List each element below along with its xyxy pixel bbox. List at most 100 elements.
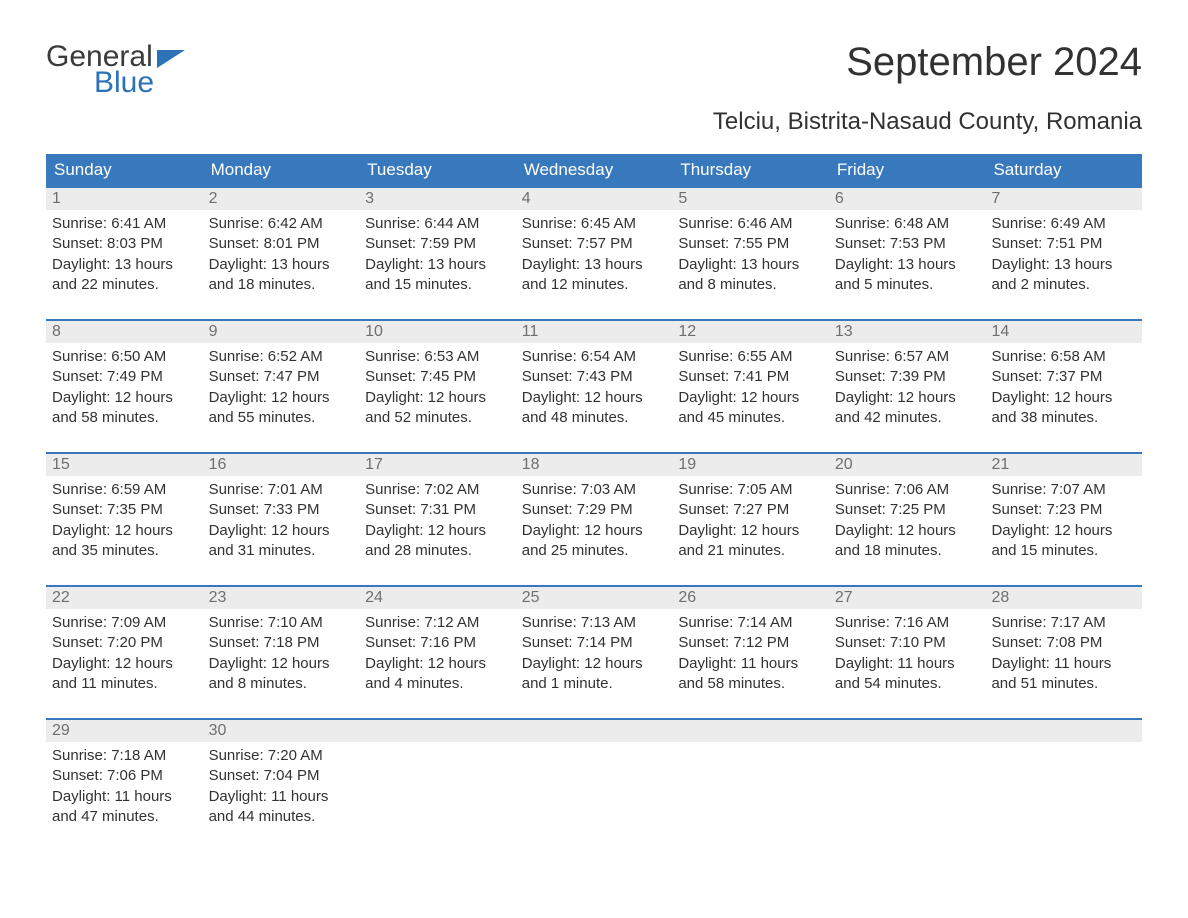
day-number: 20 [829, 454, 986, 476]
calendar-day: 18Sunrise: 7:03 AMSunset: 7:29 PMDayligh… [516, 454, 673, 567]
day-sunrise: Sunrise: 6:50 AM [52, 347, 197, 367]
day-sunset: Sunset: 7:23 PM [991, 500, 1136, 520]
day-dl2: and 15 minutes. [991, 541, 1136, 561]
day-sunset: Sunset: 7:57 PM [522, 234, 667, 254]
day-sunrise: Sunrise: 6:59 AM [52, 480, 197, 500]
day-sunset: Sunset: 7:49 PM [52, 367, 197, 387]
day-details: Sunrise: 6:58 AMSunset: 7:37 PMDaylight:… [985, 343, 1142, 434]
day-sunset: Sunset: 7:27 PM [678, 500, 823, 520]
day-sunset: Sunset: 7:31 PM [365, 500, 510, 520]
day-sunrise: Sunrise: 6:49 AM [991, 214, 1136, 234]
day-details: Sunrise: 7:13 AMSunset: 7:14 PMDaylight:… [516, 609, 673, 700]
day-number [359, 720, 516, 742]
day-number: 21 [985, 454, 1142, 476]
day-sunset: Sunset: 7:29 PM [522, 500, 667, 520]
day-sunrise: Sunrise: 7:17 AM [991, 613, 1136, 633]
day-dl2: and 5 minutes. [835, 275, 980, 295]
day-number [516, 720, 673, 742]
day-sunset: Sunset: 7:51 PM [991, 234, 1136, 254]
day-dl2: and 52 minutes. [365, 408, 510, 428]
day-dl2: and 18 minutes. [209, 275, 354, 295]
day-details: Sunrise: 7:18 AMSunset: 7:06 PMDaylight:… [46, 742, 203, 833]
calendar-day: 14Sunrise: 6:58 AMSunset: 7:37 PMDayligh… [985, 321, 1142, 434]
day-number: 30 [203, 720, 360, 742]
calendar-day: 13Sunrise: 6:57 AMSunset: 7:39 PMDayligh… [829, 321, 986, 434]
day-dl2: and 55 minutes. [209, 408, 354, 428]
day-sunrise: Sunrise: 7:12 AM [365, 613, 510, 633]
day-number: 22 [46, 587, 203, 609]
day-number: 5 [672, 188, 829, 210]
day-sunrise: Sunrise: 6:48 AM [835, 214, 980, 234]
day-dl1: Daylight: 12 hours [522, 654, 667, 674]
calendar-day: 8Sunrise: 6:50 AMSunset: 7:49 PMDaylight… [46, 321, 203, 434]
day-sunrise: Sunrise: 6:57 AM [835, 347, 980, 367]
day-number: 16 [203, 454, 360, 476]
day-dl1: Daylight: 12 hours [991, 521, 1136, 541]
day-dl2: and 21 minutes. [678, 541, 823, 561]
day-details: Sunrise: 7:20 AMSunset: 7:04 PMDaylight:… [203, 742, 360, 833]
day-dl2: and 58 minutes. [52, 408, 197, 428]
day-dl1: Daylight: 12 hours [52, 654, 197, 674]
day-sunrise: Sunrise: 7:14 AM [678, 613, 823, 633]
day-dl2: and 44 minutes. [209, 807, 354, 827]
calendar: Sunday Monday Tuesday Wednesday Thursday… [46, 154, 1142, 833]
day-sunrise: Sunrise: 6:41 AM [52, 214, 197, 234]
day-number: 14 [985, 321, 1142, 343]
day-sunset: Sunset: 7:59 PM [365, 234, 510, 254]
day-dl2: and 2 minutes. [991, 275, 1136, 295]
day-details: Sunrise: 7:02 AMSunset: 7:31 PMDaylight:… [359, 476, 516, 567]
day-sunrise: Sunrise: 7:07 AM [991, 480, 1136, 500]
day-number [672, 720, 829, 742]
day-sunset: Sunset: 7:20 PM [52, 633, 197, 653]
day-details: Sunrise: 7:05 AMSunset: 7:27 PMDaylight:… [672, 476, 829, 567]
day-details: Sunrise: 7:06 AMSunset: 7:25 PMDaylight:… [829, 476, 986, 567]
calendar-day: 5Sunrise: 6:46 AMSunset: 7:55 PMDaylight… [672, 188, 829, 301]
day-sunset: Sunset: 7:35 PM [52, 500, 197, 520]
calendar-day: 17Sunrise: 7:02 AMSunset: 7:31 PMDayligh… [359, 454, 516, 567]
day-sunset: Sunset: 7:12 PM [678, 633, 823, 653]
day-details: Sunrise: 6:54 AMSunset: 7:43 PMDaylight:… [516, 343, 673, 434]
day-dl2: and 47 minutes. [52, 807, 197, 827]
day-dl1: Daylight: 13 hours [52, 255, 197, 275]
day-number: 13 [829, 321, 986, 343]
calendar-day: 24Sunrise: 7:12 AMSunset: 7:16 PMDayligh… [359, 587, 516, 700]
day-number: 1 [46, 188, 203, 210]
day-details: Sunrise: 6:41 AMSunset: 8:03 PMDaylight:… [46, 210, 203, 301]
day-number [985, 720, 1142, 742]
col-tuesday: Tuesday [359, 154, 516, 186]
day-dl2: and 1 minute. [522, 674, 667, 694]
calendar-day [516, 720, 673, 833]
day-number: 10 [359, 321, 516, 343]
day-dl1: Daylight: 12 hours [365, 521, 510, 541]
day-number: 19 [672, 454, 829, 476]
day-details: Sunrise: 6:52 AMSunset: 7:47 PMDaylight:… [203, 343, 360, 434]
calendar-day: 11Sunrise: 6:54 AMSunset: 7:43 PMDayligh… [516, 321, 673, 434]
day-dl1: Daylight: 12 hours [522, 388, 667, 408]
day-details: Sunrise: 6:53 AMSunset: 7:45 PMDaylight:… [359, 343, 516, 434]
day-dl2: and 54 minutes. [835, 674, 980, 694]
day-details: Sunrise: 7:03 AMSunset: 7:29 PMDaylight:… [516, 476, 673, 567]
day-dl1: Daylight: 11 hours [52, 787, 197, 807]
calendar-day: 6Sunrise: 6:48 AMSunset: 7:53 PMDaylight… [829, 188, 986, 301]
day-number [829, 720, 986, 742]
calendar-day: 21 Sunrise: 7:07 AMSunset: 7:23 PMDayligh… [985, 454, 1142, 567]
day-details: Sunrise: 6:59 AMSunset: 7:35 PMDaylight:… [46, 476, 203, 567]
day-details: Sunrise: 7:10 AMSunset: 7:18 PMDaylight:… [203, 609, 360, 700]
calendar-day: 16Sunrise: 7:01 AMSunset: 7:33 PMDayligh… [203, 454, 360, 567]
calendar-day: 26Sunrise: 7:14 AMSunset: 7:12 PMDayligh… [672, 587, 829, 700]
day-sunset: Sunset: 7:53 PM [835, 234, 980, 254]
day-dl1: Daylight: 12 hours [209, 654, 354, 674]
day-dl1: Daylight: 12 hours [365, 654, 510, 674]
day-dl2: and 48 minutes. [522, 408, 667, 428]
day-sunrise: Sunrise: 7:06 AM [835, 480, 980, 500]
location-subtitle: Telciu, Bistrita-Nasaud County, Romania [46, 108, 1142, 136]
day-sunrise: Sunrise: 6:55 AM [678, 347, 823, 367]
col-friday: Friday [829, 154, 986, 186]
day-dl2: and 35 minutes. [52, 541, 197, 561]
col-sunday: Sunday [46, 154, 203, 186]
day-sunrise: Sunrise: 7:18 AM [52, 746, 197, 766]
day-dl2: and 4 minutes. [365, 674, 510, 694]
day-dl2: and 8 minutes. [678, 275, 823, 295]
day-sunset: Sunset: 7:25 PM [835, 500, 980, 520]
calendar-day [672, 720, 829, 833]
